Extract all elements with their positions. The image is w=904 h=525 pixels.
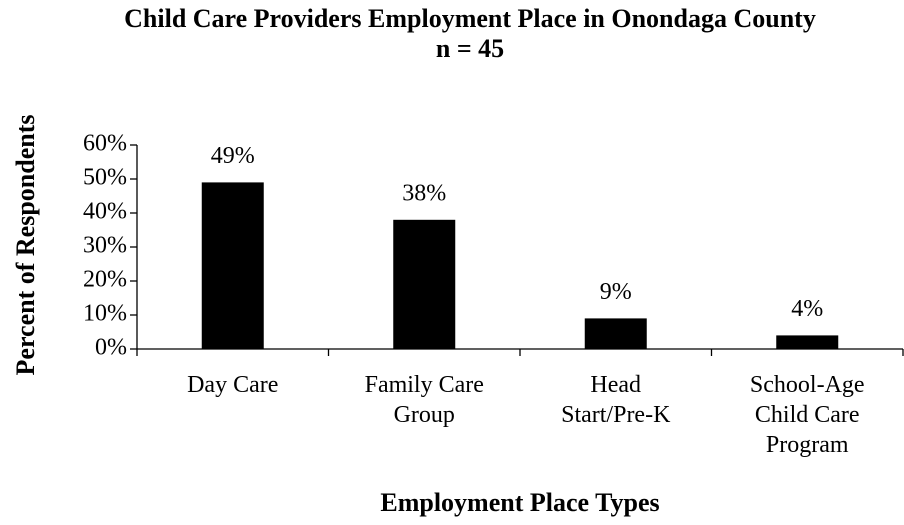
x-tick-label: Day Care (187, 372, 279, 398)
value-label: 9% (600, 279, 632, 305)
y-axis-title: Percent of Respondents (11, 115, 40, 376)
value-label: 38% (402, 180, 446, 206)
bar (393, 219, 456, 349)
chart-subtitle: n = 45 (435, 34, 505, 63)
x-tick-label: Family Care Group (364, 372, 484, 428)
bar (776, 335, 839, 349)
x-tick-label: School-Age Child Care Program (749, 372, 865, 458)
x-tick-label: Head Start/Pre-K (561, 372, 671, 428)
bar (201, 182, 264, 349)
y-tick-label: 0% (95, 335, 127, 361)
y-tick-label: 20% (83, 267, 127, 293)
y-tick-label: 40% (83, 199, 127, 225)
x-axis-title: Employment Place Types (380, 488, 659, 517)
chart-title: Child Care Providers Employment Place in… (124, 4, 816, 33)
value-label: 49% (211, 143, 255, 169)
value-label: 4% (791, 296, 823, 322)
y-tick-label: 60% (83, 131, 127, 157)
y-tick-label: 30% (83, 233, 127, 259)
y-tick-label: 10% (83, 301, 127, 327)
bar (584, 318, 647, 349)
chart-title-block: Child Care Providers Employment Place in… (110, 4, 830, 64)
y-tick-label: 50% (83, 165, 127, 191)
